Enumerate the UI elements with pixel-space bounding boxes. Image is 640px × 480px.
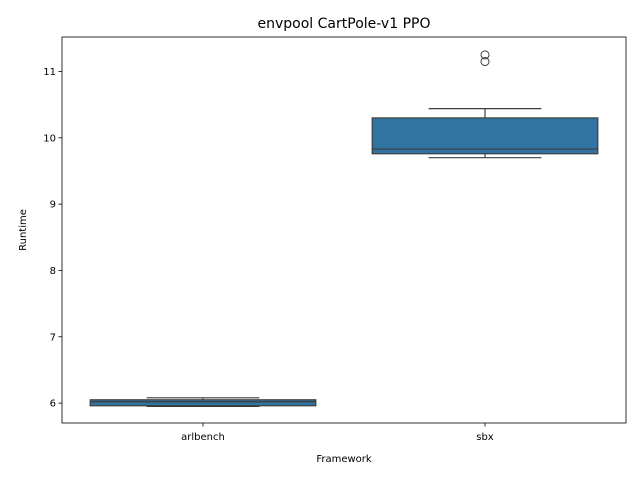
y-tick-label: 8 [50,266,56,277]
y-tick-label: 9 [50,200,56,211]
x-axis-label: Framework [316,454,372,465]
chart-title: envpool CartPole-v1 PPO [258,16,431,32]
y-tick-label: 10 [43,133,56,144]
outlier-point [480,57,490,67]
box-group [89,397,317,408]
plot-area [89,50,599,408]
y-tick-label: 11 [43,67,56,78]
y-axis: 6 7 8 9 10 11 [43,67,62,410]
box-group [371,50,599,159]
x-tick-label: sbx [476,432,494,443]
box [371,117,599,155]
y-axis-label: Runtime [18,209,29,251]
y-tick-label: 6 [50,399,56,410]
outlier-point [480,50,490,60]
y-tick-label: 7 [50,332,56,343]
plot-frame [61,36,627,424]
x-axis: arlbench sbx [181,423,494,443]
x-tick-label: arlbench [181,432,225,443]
box [89,399,317,407]
